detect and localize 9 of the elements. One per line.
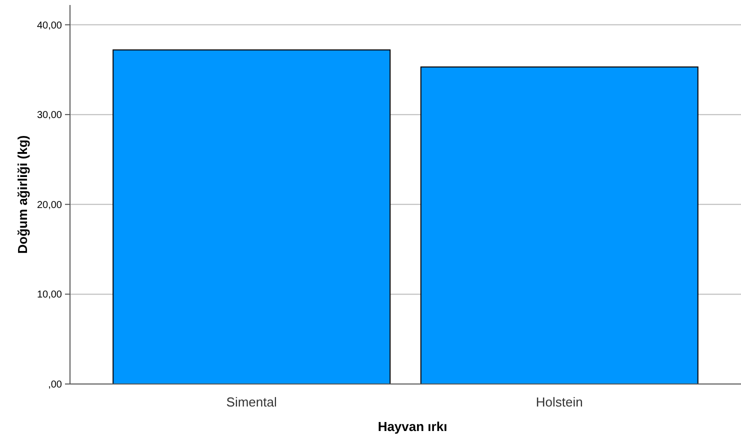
x-axis-title: Hayvan ırkı [378, 419, 448, 434]
y-tick-label: ,00 [48, 380, 62, 390]
y-axis-title: Doğum ağirliği (kg) [15, 135, 30, 254]
y-tick-label: 20,00 [36, 200, 62, 211]
x-tick-label: Simental [226, 394, 277, 410]
y-tick-label: 40,00 [36, 20, 62, 32]
y-tick-label: 10,00 [36, 290, 62, 301]
x-tick-label: Holstein [536, 394, 583, 410]
y-tick-label: 30,00 [36, 110, 62, 122]
